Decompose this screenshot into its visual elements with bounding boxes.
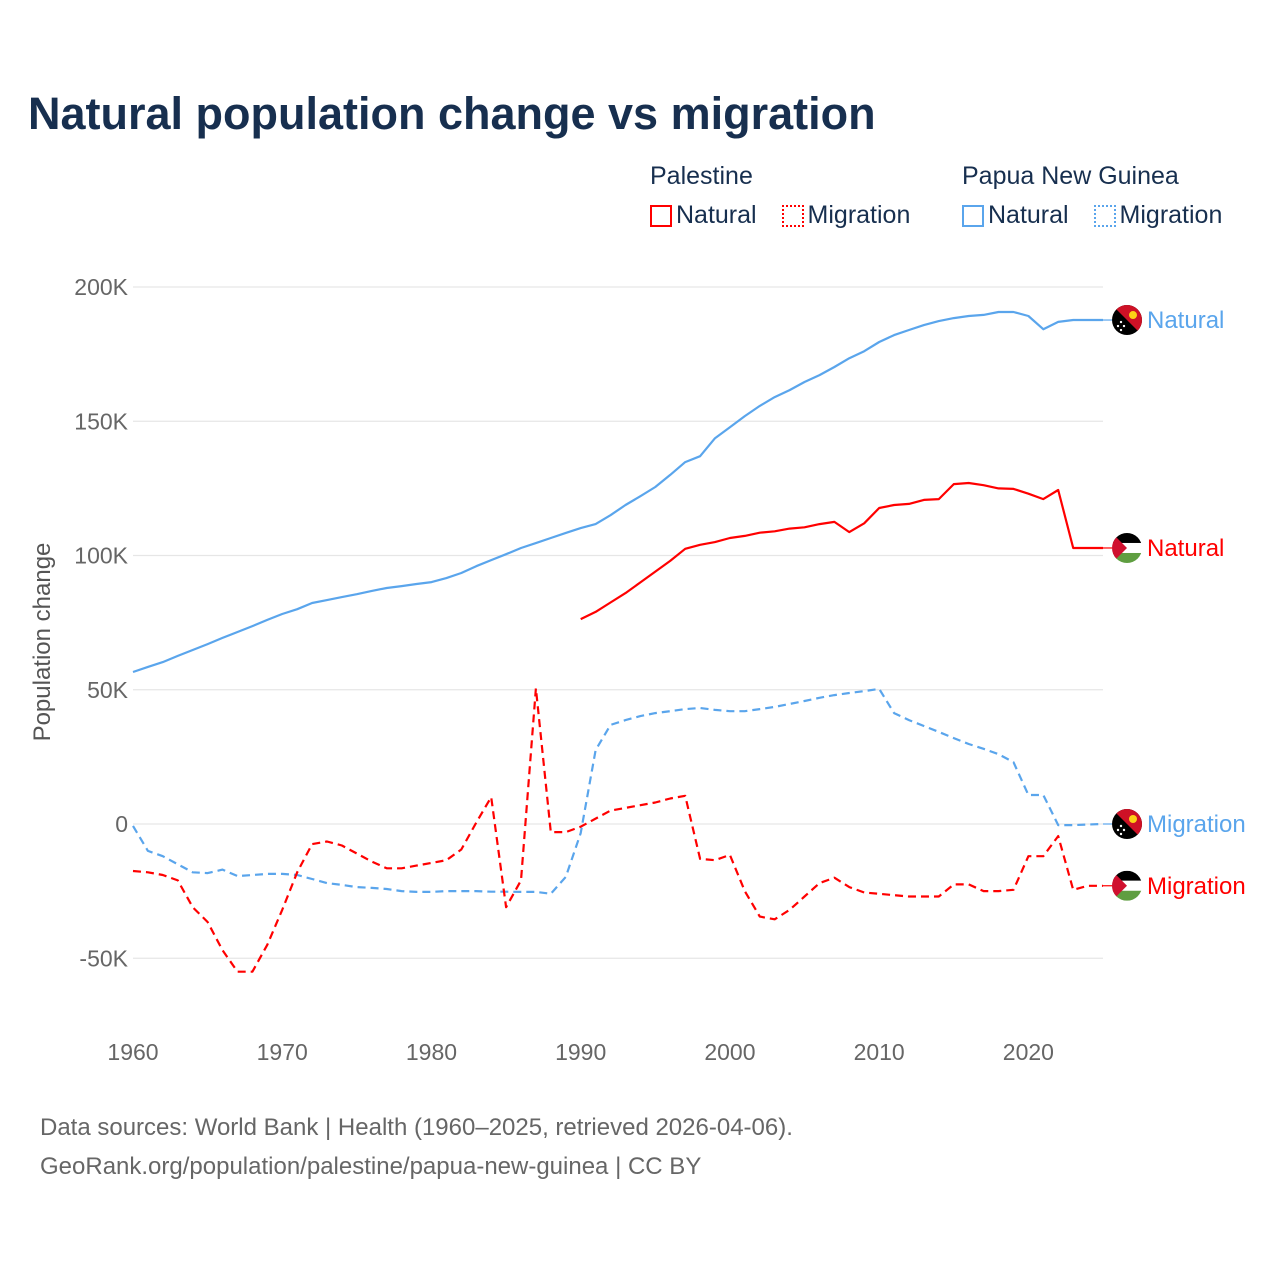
y-tick-label: 50K [87, 677, 129, 703]
x-tick-label: 2000 [704, 1039, 755, 1065]
series-end-label: Migration [1147, 811, 1246, 838]
flag-part [1119, 320, 1123, 324]
legend-swatch-dotted [1093, 204, 1116, 227]
legend-item-png-migration[interactable]: Migration [1093, 201, 1223, 230]
y-tick-label: 0 [115, 811, 128, 837]
papua-new-guinea-flag-icon [1112, 305, 1142, 336]
legend-label: Migration [807, 201, 911, 229]
flag-part [1112, 890, 1142, 901]
legend-group-png: Papua New Guinea Natural Migration [962, 162, 1222, 234]
legend-swatch-dotted [781, 204, 804, 227]
legend-swatch-solid [962, 204, 984, 227]
flag-part [1116, 324, 1120, 328]
source-line: Data sources: World Bank | Health (1960–… [40, 1114, 793, 1141]
flag-part [1119, 832, 1123, 836]
source-line: GeoRank.org/population/palestine/papua-n… [40, 1153, 702, 1180]
flag-part [1112, 532, 1127, 563]
flag-part [1116, 828, 1120, 832]
legend-group-label: Papua New Guinea [962, 162, 1179, 190]
y-axis-label: Population change [29, 543, 56, 742]
series-end-label: Migration [1147, 873, 1246, 900]
series-end-label: Natural [1147, 307, 1224, 334]
legend-item-png-natural[interactable]: Natural [962, 201, 1069, 230]
flag-part [1112, 870, 1142, 881]
legend-label: Natural [676, 201, 757, 229]
legend-swatch-solid [650, 204, 672, 227]
x-tick-label: 1980 [406, 1039, 457, 1065]
chart-title: Natural population change vs migration [28, 88, 876, 139]
papua-new-guinea-flag-icon [1112, 809, 1142, 839]
series-line-palestine-migration [132, 687, 1103, 973]
x-tick-label: 1990 [555, 1039, 606, 1065]
series-end-label: Natural [1147, 535, 1224, 562]
y-tick-label: 150K [74, 408, 128, 434]
flag-part [1119, 328, 1123, 332]
series-line-palestine-natural [580, 481, 1103, 621]
series-line-papua-new-guinea-migration [132, 687, 1104, 895]
legend-item-palestine-migration[interactable]: Migration [781, 201, 911, 230]
legend-group-label: Palestine [650, 162, 753, 190]
x-tick-label: 1960 [107, 1039, 158, 1065]
flag-part [1122, 324, 1126, 328]
y-tick-label: 200K [74, 274, 128, 300]
x-tick-label: 2010 [854, 1039, 905, 1065]
y-tick-label: -50K [79, 945, 128, 971]
palestine-flag-icon [1112, 870, 1142, 901]
x-tick-label: 2020 [1003, 1039, 1054, 1065]
flag-part [1112, 552, 1142, 563]
flag-part [1129, 311, 1137, 320]
flag-part [1122, 828, 1126, 832]
flag-part [1112, 870, 1127, 901]
legend-item-palestine-natural[interactable]: Natural [650, 201, 757, 230]
legend-group-palestine: Palestine Natural Migration [650, 162, 928, 234]
y-tick-label: 100K [74, 543, 128, 569]
legend-label: Migration [1119, 201, 1223, 229]
flag-part [1129, 815, 1137, 823]
series-line-papua-new-guinea-natural [132, 310, 1103, 674]
flag-part [1112, 532, 1142, 543]
palestine-flag-icon [1112, 532, 1142, 563]
source-note: Data sources: World Bank | Health (1960–… [40, 1108, 793, 1186]
legend-label: Natural [988, 201, 1069, 229]
x-tick-label: 1970 [257, 1039, 308, 1065]
flag-part [1119, 824, 1123, 828]
